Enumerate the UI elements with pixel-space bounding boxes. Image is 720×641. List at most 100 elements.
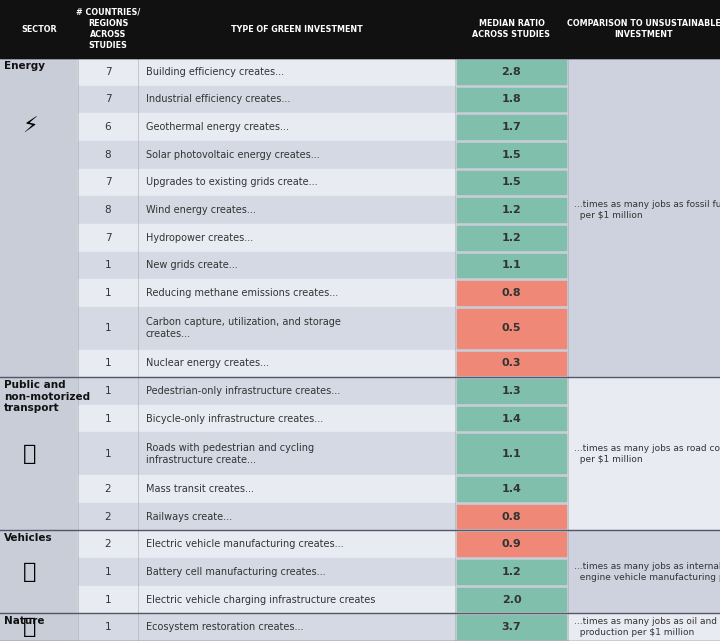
Bar [78,405,138,433]
Text: Battery cell manufacturing creates...: Battery cell manufacturing creates... [146,567,325,577]
Text: ...times as many jobs as oil and gas
  production per $1 million: ...times as many jobs as oil and gas pro… [574,617,720,637]
Text: Bicycle-only infrastructure creates...: Bicycle-only infrastructure creates... [146,413,323,424]
Text: 1.1: 1.1 [502,449,521,459]
Bar [78,475,138,503]
Text: 1: 1 [104,288,112,298]
Text: 1.2: 1.2 [502,233,521,243]
Bar [457,115,566,139]
Text: # COUNTRIES/
REGIONS
ACROSS
STUDIES: # COUNTRIES/ REGIONS ACROSS STUDIES [76,8,140,50]
Text: 1.2: 1.2 [502,205,521,215]
Bar [78,558,138,586]
Bar [138,252,455,279]
Bar [138,86,455,113]
Bar [457,198,566,222]
Text: 2.8: 2.8 [502,67,521,77]
Text: Roads with pedestrian and cycling
infrastructure create...: Roads with pedestrian and cycling infras… [146,442,314,465]
Text: Building efficiency creates...: Building efficiency creates... [146,67,284,77]
Text: 1.2: 1.2 [502,567,521,577]
Text: 1: 1 [104,323,112,333]
Bar [78,252,138,279]
Text: 1: 1 [104,413,112,424]
Bar [78,377,138,405]
Text: Nature: Nature [4,617,45,626]
Text: Electric vehicle charging infrastructure creates: Electric vehicle charging infrastructure… [146,594,375,604]
Bar [457,504,566,528]
Bar [138,405,455,433]
Bar [568,530,720,613]
Bar [78,141,138,169]
Bar [457,88,566,112]
Bar [138,224,455,252]
Bar [457,407,566,431]
Text: 🚃: 🚃 [23,444,37,463]
Text: 8: 8 [104,150,112,160]
Bar [457,615,566,639]
Bar [138,530,455,558]
Bar [138,169,455,196]
Bar [138,586,455,613]
Text: Railways create...: Railways create... [146,512,232,522]
Text: 1: 1 [104,260,112,271]
Text: 7: 7 [104,67,112,77]
Text: 0.8: 0.8 [502,288,521,298]
Bar [78,224,138,252]
Text: 3.7: 3.7 [502,622,521,632]
Bar [457,533,566,556]
Text: Public and
non-motorized
transport: Public and non-motorized transport [4,380,90,413]
Bar [138,58,455,86]
Text: Geothermal energy creates...: Geothermal energy creates... [146,122,289,132]
Text: 0.3: 0.3 [502,358,521,369]
Text: New grids create...: New grids create... [146,260,238,271]
Bar [78,279,138,307]
Bar [457,477,566,501]
Text: ⚡: ⚡ [22,117,38,137]
Bar [457,435,566,473]
Text: Upgrades to existing grids create...: Upgrades to existing grids create... [146,178,318,187]
Text: 1.7: 1.7 [502,122,521,132]
Text: ...times as many jobs as internal combustion
  engine vehicle manufacturing per : ...times as many jobs as internal combus… [574,562,720,582]
Bar [457,254,566,278]
Text: Carbon capture, utilization, and storage
creates...: Carbon capture, utilization, and storage… [146,317,341,340]
Bar [78,113,138,141]
Text: 1.4: 1.4 [502,413,521,424]
Text: 0.5: 0.5 [502,323,521,333]
Bar [0,0,720,58]
Bar [568,377,720,530]
Text: Energy: Energy [4,61,45,71]
Bar [457,171,566,194]
Text: Vehicles: Vehicles [4,533,53,544]
Text: 1: 1 [104,449,112,459]
Text: 🚗: 🚗 [23,562,37,582]
Text: 1: 1 [104,622,112,632]
Text: Solar photovoltaic energy creates...: Solar photovoltaic energy creates... [146,150,320,160]
Text: 0.9: 0.9 [502,539,521,549]
Text: COMPARISON TO UNSUSTAINABLE
INVESTMENT: COMPARISON TO UNSUSTAINABLE INVESTMENT [567,19,720,39]
Text: 8: 8 [104,205,112,215]
Bar [138,558,455,586]
Text: Wind energy creates...: Wind energy creates... [146,205,256,215]
Bar [457,60,566,84]
Bar [78,530,138,558]
Text: 1.8: 1.8 [502,94,521,104]
Bar [138,307,455,349]
Bar [457,226,566,249]
Text: 6: 6 [104,122,112,132]
Text: 🌿: 🌿 [23,617,37,637]
Bar [138,613,455,641]
Bar [138,279,455,307]
Bar [78,613,138,641]
Text: 1.5: 1.5 [502,178,521,187]
Text: SECTOR: SECTOR [21,24,57,33]
Bar [138,433,455,475]
Bar [457,143,566,167]
Bar [457,281,566,305]
Text: Pedestrian-only infrastructure creates...: Pedestrian-only infrastructure creates..… [146,386,341,396]
Text: Hydropower creates...: Hydropower creates... [146,233,253,243]
Bar [78,169,138,196]
Text: MEDIAN RATIO
ACROSS STUDIES: MEDIAN RATIO ACROSS STUDIES [472,19,551,39]
Text: 1: 1 [104,594,112,604]
Bar [138,349,455,377]
Bar [138,141,455,169]
Bar [78,503,138,530]
Text: 1: 1 [104,358,112,369]
